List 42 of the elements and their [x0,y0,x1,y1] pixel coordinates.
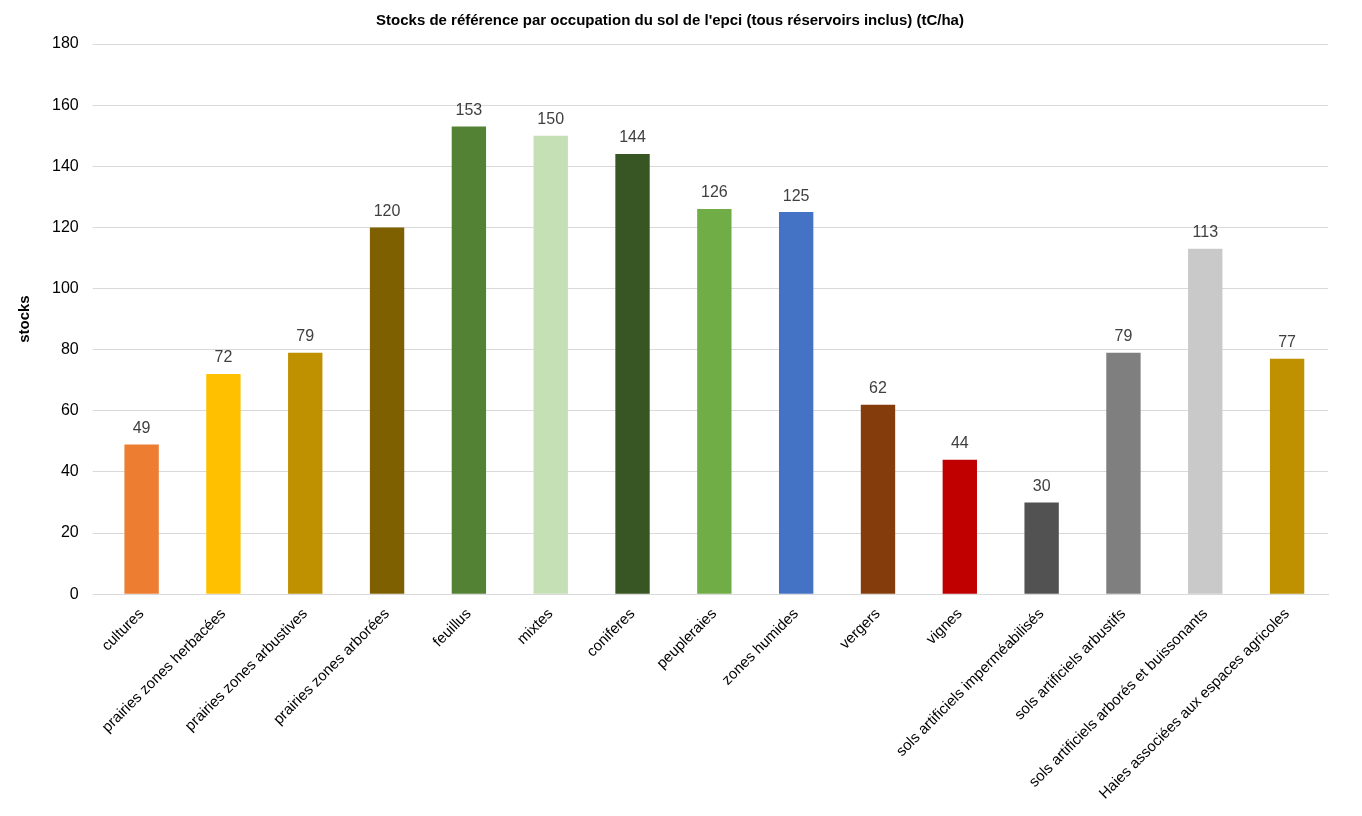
y-tick-label: 180 [51,34,79,52]
bar [124,444,159,594]
bar [942,459,977,594]
data-label: 77 [1278,333,1297,351]
data-label: 125 [782,186,810,204]
chart-title: Stocks de référence par occupation du sol de l'epci (tous réservoirs inclus) (tC/ha) [376,11,964,29]
data-label: 126 [701,183,728,201]
bar [1106,352,1141,594]
data-label: 72 [214,348,233,366]
bar [860,404,896,594]
data-label: 150 [537,110,565,128]
data-label: 120 [373,201,401,219]
bar [206,374,241,594]
bar [288,352,323,594]
data-label: 62 [869,379,887,397]
bar [615,154,650,594]
data-label: 153 [455,100,483,118]
data-label: 79 [1114,327,1133,345]
data-label: 113 [1192,223,1219,241]
y-tick-label: 80 [60,340,79,358]
y-tick-label: 120 [51,217,79,235]
y-tick-label: 100 [51,278,79,296]
bar [1188,248,1223,594]
y-tick-label: 160 [51,95,79,113]
y-axis-title: stocks [15,295,33,343]
bar [1269,358,1305,594]
bar [1024,502,1059,594]
data-label: 144 [619,128,646,146]
data-label: 30 [1032,476,1051,494]
y-tick-label: 0 [69,584,79,602]
bar [369,227,405,594]
y-tick-label: 60 [60,401,79,419]
bar [778,212,814,594]
bar [451,126,487,594]
y-tick-label: 20 [60,523,79,541]
data-label: 49 [132,418,151,436]
data-label: 44 [950,434,969,452]
y-tick-label: 40 [60,462,79,480]
data-label: 79 [296,327,315,345]
bar [697,209,732,594]
bar [533,135,568,594]
y-tick-label: 140 [51,156,79,174]
